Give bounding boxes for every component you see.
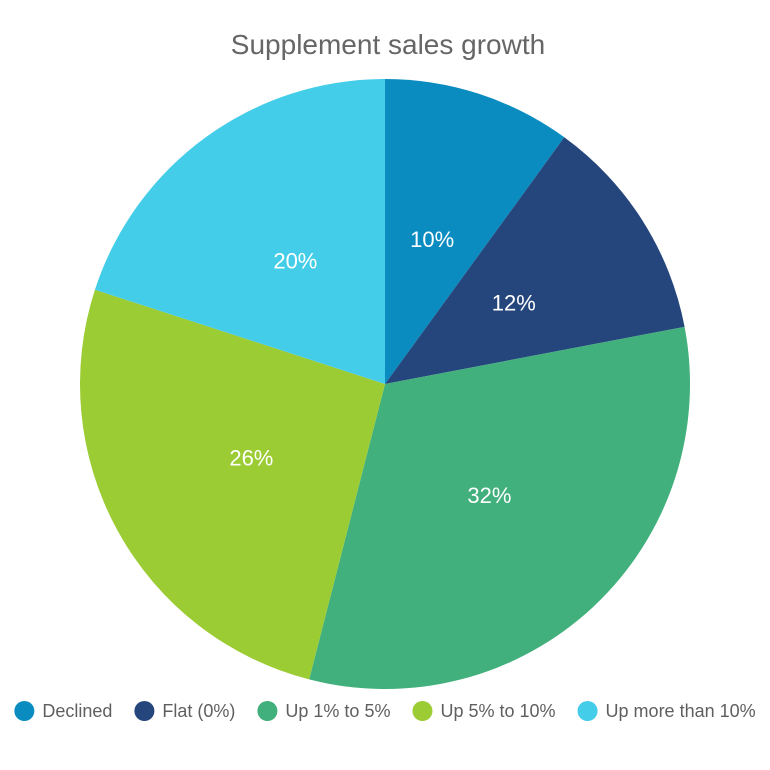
legend-label-3: Up 1% to 5% bbox=[285, 701, 390, 721]
pie-slice-5 bbox=[94, 79, 385, 384]
pie-slice-1 bbox=[385, 79, 565, 384]
legend-label-5: Up more than 10% bbox=[606, 701, 756, 721]
pie-slice-3 bbox=[309, 326, 690, 689]
pie-slice-2 bbox=[385, 137, 685, 384]
legend-marker-5 bbox=[577, 701, 598, 721]
legend-marker-3 bbox=[257, 701, 278, 721]
legend-item-4[interactable]: Up 5% to 10% bbox=[412, 701, 556, 721]
pie-slice-4 bbox=[80, 289, 386, 680]
slice-value-label-1: 10% bbox=[410, 227, 454, 252]
slice-value-label-2: 12% bbox=[492, 290, 536, 315]
legend-item-3[interactable]: Up 1% to 5% bbox=[257, 701, 390, 721]
legend-item-2[interactable]: Flat (0%) bbox=[134, 701, 235, 721]
slice-value-label-5: 20% bbox=[273, 249, 317, 274]
slice-value-label-4: 26% bbox=[229, 445, 273, 470]
legend-item-1[interactable]: Declined bbox=[14, 701, 112, 721]
legend-marker-4 bbox=[412, 701, 433, 721]
legend-label-4: Up 5% to 10% bbox=[440, 701, 555, 721]
slice-value-label-3: 32% bbox=[467, 483, 511, 508]
legend-label-1: Declined bbox=[42, 701, 112, 721]
slice-labels: 10% 12% 32% 26% 20% bbox=[229, 227, 535, 508]
legend-marker-1 bbox=[14, 701, 35, 721]
chart-title: Supplement sales growth bbox=[231, 29, 545, 60]
legend: Declined Flat (0%) Up 1% to 5% Up 5% to 10%… bbox=[14, 701, 756, 721]
pie-slices bbox=[80, 79, 690, 689]
legend-label-2: Flat (0%) bbox=[162, 701, 235, 721]
legend-marker-2 bbox=[134, 701, 155, 721]
legend-item-5[interactable]: Up more than 10% bbox=[577, 701, 756, 721]
